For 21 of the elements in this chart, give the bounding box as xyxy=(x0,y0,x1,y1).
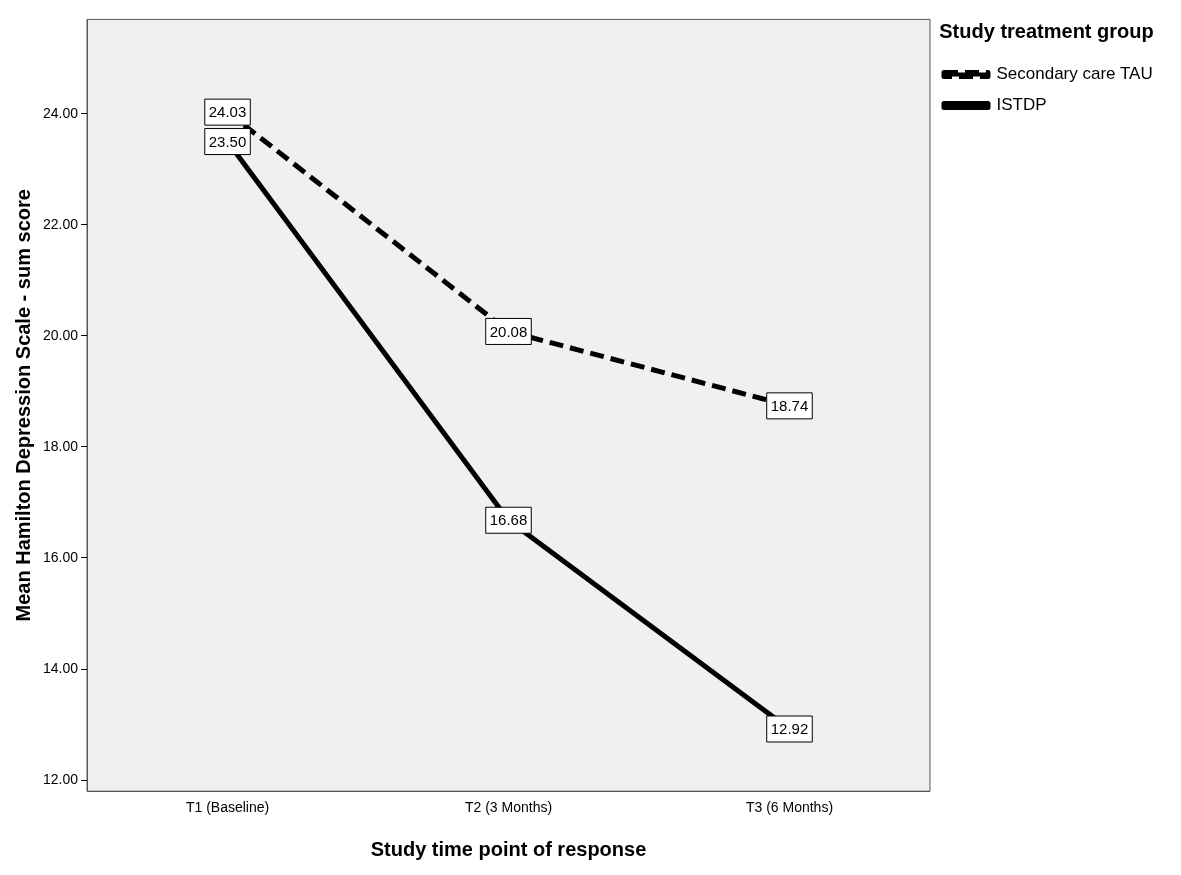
x-tick-label: T3 (6 Months) xyxy=(745,799,834,816)
data-label: 24.03 xyxy=(208,103,247,121)
legend-title: Study treatment group xyxy=(939,19,1154,42)
y-tick-label: 20.00 xyxy=(42,326,79,343)
y-tick-label: 14.00 xyxy=(42,659,79,676)
legend-label: ISTDP xyxy=(996,95,1047,115)
data-label: 23.50 xyxy=(208,132,247,150)
y-axis-title: Mean Hamilton Depression Scale - sum score xyxy=(11,189,34,622)
y-tick-label: 16.00 xyxy=(42,548,79,565)
y-tick-label: 22.00 xyxy=(42,215,79,232)
x-axis-title: Study time point of response xyxy=(370,837,647,860)
y-tick-label: 18.00 xyxy=(42,437,79,454)
data-label: 16.68 xyxy=(489,511,528,529)
x-tick-label: T2 (3 Months) xyxy=(464,799,553,816)
y-tick-label: 24.00 xyxy=(42,104,79,121)
legend-label: Secondary care TAU xyxy=(996,64,1153,84)
data-label: 20.08 xyxy=(489,322,528,340)
data-label: 12.92 xyxy=(770,720,809,738)
data-label: 18.74 xyxy=(770,397,809,414)
x-tick-label: T1 (Baseline) xyxy=(185,799,270,816)
y-tick-label: 12.00 xyxy=(42,770,79,787)
